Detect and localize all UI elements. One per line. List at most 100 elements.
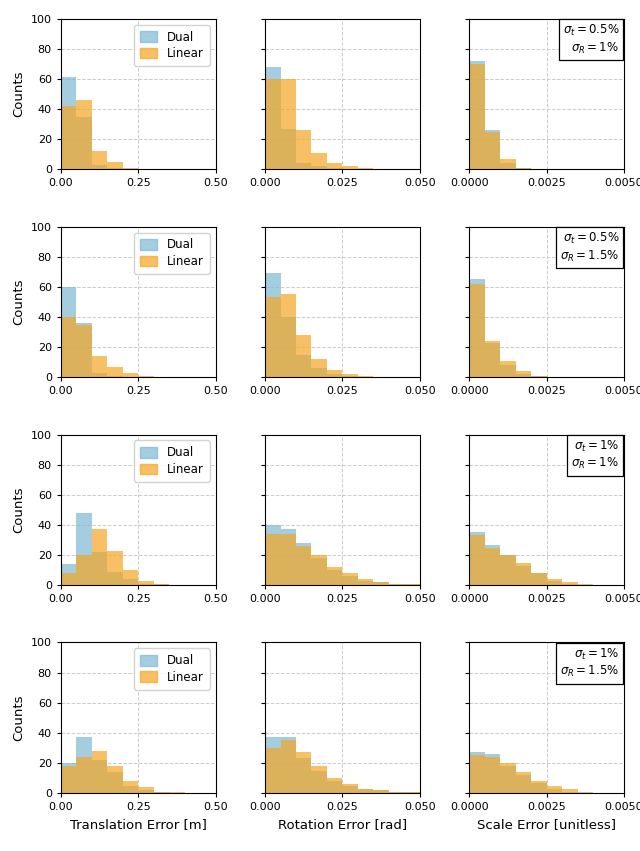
Bar	[265, 737, 280, 793]
Bar	[76, 323, 92, 377]
Bar	[92, 357, 108, 377]
Bar	[547, 580, 562, 585]
Bar	[76, 324, 92, 377]
Bar	[312, 153, 327, 169]
Bar	[265, 273, 280, 377]
Bar	[484, 757, 500, 793]
Y-axis label: Counts: Counts	[12, 694, 25, 741]
Bar	[312, 359, 327, 377]
Bar	[373, 582, 389, 585]
Y-axis label: Counts: Counts	[12, 279, 25, 325]
Bar	[500, 163, 516, 169]
Bar	[327, 374, 342, 377]
Bar	[327, 778, 342, 793]
Bar	[500, 159, 516, 169]
Bar	[342, 374, 358, 377]
Bar	[312, 555, 327, 585]
Bar	[547, 580, 562, 585]
Bar	[280, 740, 296, 793]
Bar	[138, 790, 154, 793]
Bar	[358, 789, 373, 793]
Bar	[61, 106, 76, 169]
Bar	[92, 165, 108, 169]
Bar	[373, 790, 389, 793]
Bar	[280, 129, 296, 169]
Bar	[389, 791, 404, 793]
Bar	[469, 752, 484, 793]
Bar	[358, 580, 373, 585]
Bar	[469, 61, 484, 169]
Bar	[327, 567, 342, 585]
Bar	[389, 584, 404, 585]
Bar	[327, 168, 342, 169]
Legend: Dual, Linear: Dual, Linear	[134, 232, 210, 274]
Bar	[373, 790, 389, 793]
Bar	[484, 545, 500, 585]
Bar	[92, 760, 108, 793]
Bar	[342, 574, 358, 585]
X-axis label: Scale Error [unitless]: Scale Error [unitless]	[477, 818, 616, 831]
Bar	[280, 737, 296, 793]
Bar	[516, 772, 531, 793]
Bar	[296, 752, 312, 793]
Bar	[312, 558, 327, 585]
Bar	[296, 543, 312, 585]
Bar	[123, 570, 138, 585]
Bar	[389, 584, 404, 585]
Bar	[92, 529, 108, 585]
Bar	[138, 580, 154, 585]
Bar	[516, 374, 531, 377]
Bar	[342, 784, 358, 793]
Bar	[312, 766, 327, 793]
Bar	[469, 64, 484, 169]
Bar	[265, 79, 280, 169]
Bar	[484, 132, 500, 169]
Bar	[76, 555, 92, 585]
Bar	[108, 572, 123, 585]
Bar	[154, 584, 169, 585]
Bar	[500, 361, 516, 377]
Bar	[280, 529, 296, 585]
Bar	[123, 785, 138, 793]
Bar	[123, 168, 138, 169]
Bar	[169, 791, 184, 793]
Bar	[342, 785, 358, 793]
Bar	[404, 584, 420, 585]
Text: $\sigma_t = 0.5\%$
$\sigma_R = 1.5\%$: $\sigma_t = 0.5\%$ $\sigma_R = 1.5\%$	[560, 231, 620, 264]
Y-axis label: Counts: Counts	[12, 487, 25, 533]
Bar	[484, 754, 500, 793]
Bar	[358, 580, 373, 585]
Bar	[562, 584, 577, 585]
Bar	[154, 791, 169, 793]
Bar	[123, 580, 138, 585]
Bar	[108, 162, 123, 169]
Bar	[562, 582, 577, 585]
Bar	[404, 791, 420, 793]
Text: $\sigma_t = 0.5\%$
$\sigma_R = 1\%$: $\sigma_t = 0.5\%$ $\sigma_R = 1\%$	[563, 23, 620, 55]
Bar	[296, 163, 312, 169]
Bar	[61, 763, 76, 793]
Bar	[469, 535, 484, 585]
Bar	[327, 370, 342, 377]
Bar	[61, 766, 76, 793]
Bar	[484, 341, 500, 377]
Bar	[138, 584, 154, 585]
Bar	[516, 371, 531, 377]
Bar	[500, 365, 516, 377]
Text: $\sigma_t = 1\%$
$\sigma_R = 1\%$: $\sigma_t = 1\%$ $\sigma_R = 1\%$	[572, 439, 620, 471]
Bar	[484, 130, 500, 169]
Bar	[265, 67, 280, 169]
Bar	[108, 376, 123, 377]
Bar	[92, 552, 108, 585]
Bar	[516, 566, 531, 585]
Bar	[108, 551, 123, 585]
Bar	[76, 100, 92, 169]
Bar	[265, 298, 280, 377]
Bar	[61, 564, 76, 585]
Bar	[327, 570, 342, 585]
Bar	[327, 781, 342, 793]
Bar	[469, 756, 484, 793]
Bar	[516, 563, 531, 585]
Bar	[123, 373, 138, 377]
Bar	[76, 737, 92, 793]
